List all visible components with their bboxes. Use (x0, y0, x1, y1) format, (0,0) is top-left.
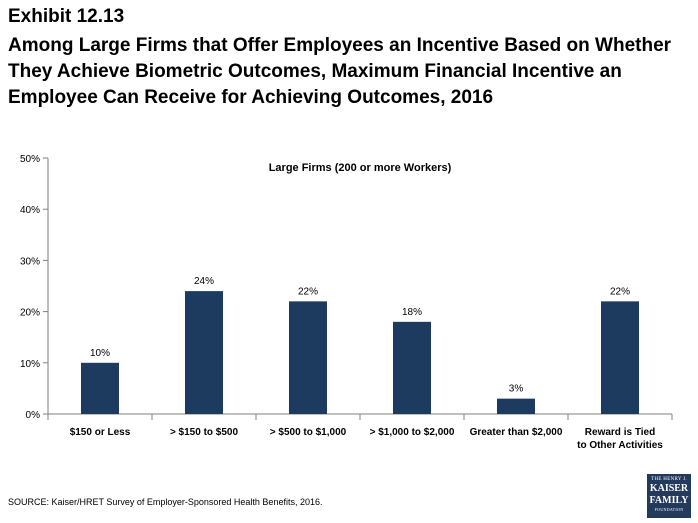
bar-value-label: 22% (610, 286, 630, 297)
bar-value-label: 3% (509, 384, 524, 395)
bar-value-label: 24% (194, 276, 214, 287)
y-tick-label: 50% (20, 154, 40, 165)
x-category-label: > $1,000 to $2,000 (370, 427, 455, 438)
x-category-label: > $150 to $500 (170, 427, 239, 438)
x-category-label: $150 or Less (70, 427, 131, 438)
bar (393, 321, 431, 414)
bar (185, 291, 223, 414)
bar (601, 301, 639, 414)
bar (81, 362, 119, 414)
bar-value-label: 18% (402, 307, 422, 318)
x-category-label: Reward is Tied to Other Activities (577, 427, 663, 451)
kff-logo: THE HENRY J. KAISER FAMILY FOUNDATION (647, 474, 691, 518)
y-tick-label: 20% (20, 308, 40, 319)
bar (497, 398, 535, 414)
logo-line-2: KAISER (649, 483, 689, 494)
y-tick-label: 0% (26, 410, 41, 421)
y-tick-label: 30% (20, 256, 40, 267)
source-note: SOURCE: Kaiser/HRET Survey of Employer-S… (8, 497, 323, 507)
logo-line-1: THE HENRY J. (651, 477, 687, 482)
logo-line-3: FAMILY (649, 495, 689, 506)
logo-line-4: FOUNDATION (654, 507, 684, 512)
exhibit-number: Exhibit 12.13 (8, 6, 125, 27)
bar-value-label: 22% (298, 286, 318, 297)
x-category-label: Greater than $2,000 (470, 427, 563, 438)
chart-title: Large Firms (200 or more Workers) (269, 162, 452, 174)
exhibit-title: Among Large Firms that Offer Employees a… (8, 35, 672, 108)
bar-value-label: 10% (90, 348, 110, 359)
x-category-label: > $500 to $1,000 (270, 427, 347, 438)
bar-chart: Large Firms (200 or more Workers) 0% 10% 20… (20, 154, 673, 451)
y-tick-label: 10% (20, 359, 40, 370)
y-tick-label: 40% (20, 205, 40, 216)
bar (289, 301, 327, 414)
